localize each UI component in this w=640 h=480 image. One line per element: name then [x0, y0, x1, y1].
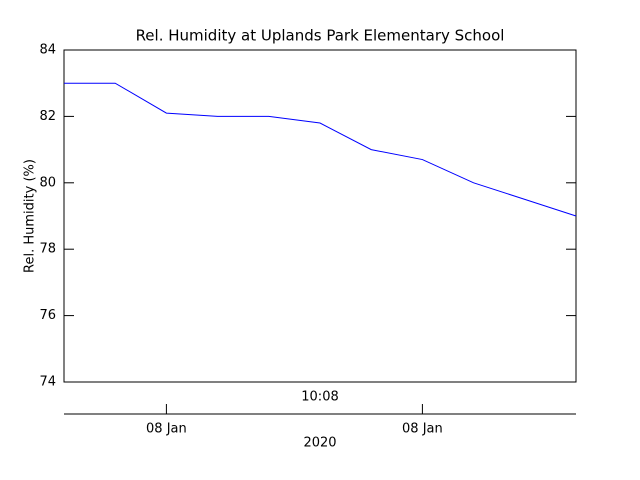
y-tick-label: 74 [39, 375, 56, 390]
data-line [64, 82, 577, 217]
x-tick-label: 08 Jan [402, 422, 443, 437]
x-tick-label: 08 Jan [146, 422, 187, 437]
y-tick-label: 80 [39, 175, 56, 190]
time-label: 10:08 [301, 390, 338, 405]
chart-title: Rel. Humidity at Uplands Park Elementary… [136, 27, 505, 45]
y-tick-label: 84 [39, 43, 56, 58]
y-tick-label: 76 [39, 308, 56, 323]
y-tick-label: 78 [39, 242, 56, 257]
x-axis-label: 2020 [303, 436, 336, 451]
y-tick-label: 82 [39, 109, 56, 124]
y-axis-label: Rel. Humidity (%) [23, 159, 38, 273]
